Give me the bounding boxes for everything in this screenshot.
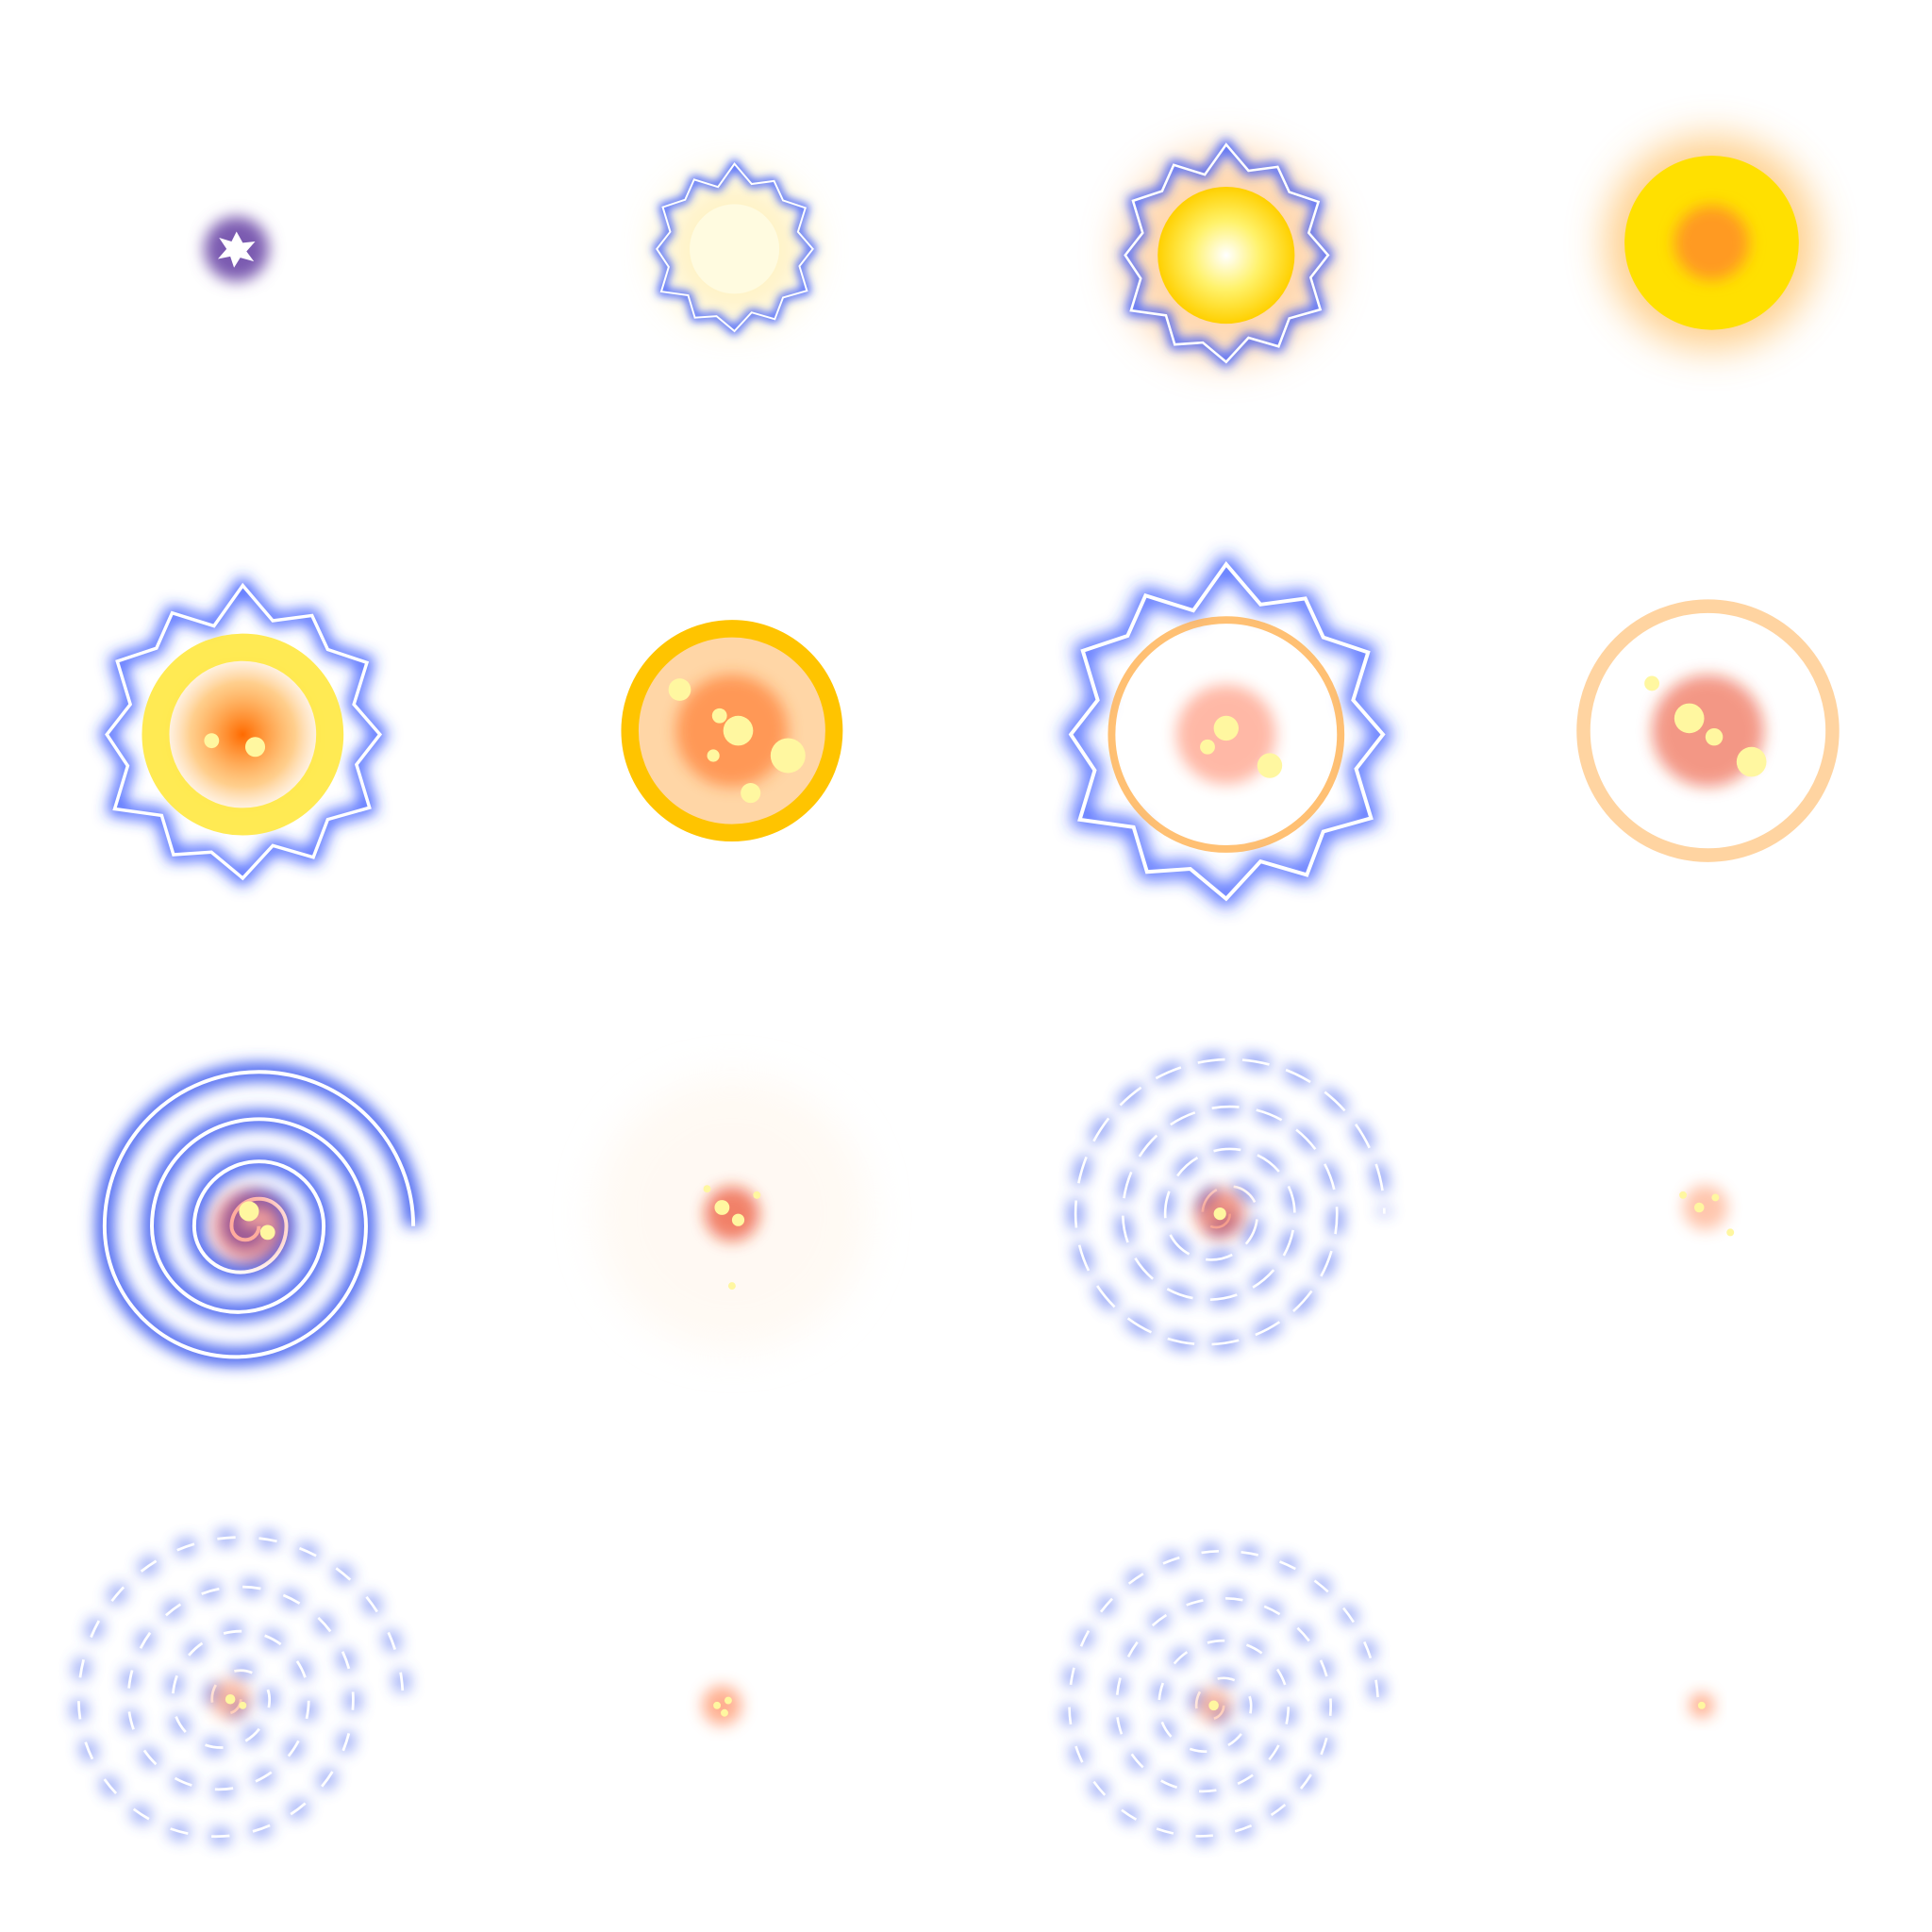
frame-3 bbox=[1120, 144, 1332, 362]
frame-14 bbox=[702, 1685, 742, 1725]
frame-6 bbox=[621, 620, 843, 842]
frame-13 bbox=[78, 1537, 403, 1836]
frame-2 bbox=[657, 164, 812, 331]
frame-11 bbox=[1075, 1059, 1384, 1344]
frame-7 bbox=[1071, 564, 1383, 899]
frame-10 bbox=[594, 1076, 870, 1351]
frame-15 bbox=[1070, 1551, 1378, 1836]
frame-1 bbox=[204, 216, 270, 282]
frame-4 bbox=[1606, 137, 1818, 349]
frame-5 bbox=[107, 586, 380, 878]
frame-9 bbox=[105, 1072, 413, 1357]
frame-12 bbox=[1679, 1185, 1735, 1237]
frame-16 bbox=[1689, 1692, 1715, 1719]
frame-8 bbox=[1576, 599, 1840, 862]
